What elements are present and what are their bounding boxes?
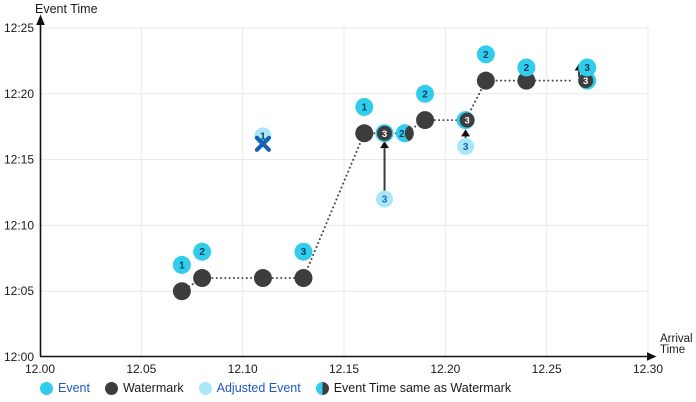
watermark-swatch-icon: [104, 381, 118, 395]
legend-item-adjusted-event: Adjusted Event: [198, 381, 301, 395]
same-time-watermark-part: [404, 124, 414, 143]
event-marker: [517, 58, 536, 77]
watermark-line: [180, 79, 572, 293]
legend-label: Event Time same as Watermark: [333, 381, 512, 395]
x-tick-label: 12.25: [532, 362, 562, 376]
x-tick-label: 12.15: [329, 362, 359, 376]
marker-number: 2: [422, 89, 428, 100]
x-tick-label: 12.05: [126, 362, 156, 376]
adjustment-arrow-icon: [380, 141, 390, 149]
marker-number: 1: [361, 102, 367, 113]
x-tick-label: 12.30: [633, 362, 663, 376]
event-marker: [476, 45, 495, 64]
y-tick-label: 12:25: [4, 21, 34, 35]
y-tick-label: 12:15: [4, 153, 34, 167]
y-tick-label: 12:05: [4, 284, 34, 298]
legend-label: Watermark: [122, 381, 184, 395]
y-tick-label: 12:10: [4, 218, 34, 232]
legend-label: Event: [58, 381, 90, 395]
same-time-watermark-part: [459, 112, 475, 128]
marker-number: 3: [301, 247, 307, 258]
legend-item-watermark: Watermark: [104, 381, 184, 395]
watermark-marker: [416, 111, 435, 130]
marker-number: 3: [463, 142, 469, 153]
event-marker: [172, 255, 191, 274]
watermark-marker: [193, 269, 212, 288]
x-tick-label: 12.10: [228, 362, 258, 376]
marker-number: 1: [260, 131, 266, 142]
marker-number: 3: [583, 76, 588, 87]
event-marker: [578, 58, 597, 77]
watermark-marker: [517, 71, 536, 90]
watermark-marker: [253, 269, 272, 288]
marker-number: 2: [199, 247, 205, 258]
watermark-marker: [172, 282, 191, 301]
event-marker: [193, 242, 212, 261]
legend: Event Watermark Adjusted Event Event Time s…: [40, 381, 511, 395]
y-axis-arrow-icon: [36, 14, 45, 25]
event-time-same-as-watermark-swatch-icon: [315, 381, 329, 395]
x-axis-arrow-icon: [647, 352, 657, 361]
x-tick-label: 12.00: [25, 362, 55, 376]
watermark-marker: [355, 124, 374, 143]
event-marker: [294, 242, 313, 261]
adjusted-event-swatch-icon: [198, 381, 212, 395]
marker-number: 3: [382, 129, 387, 140]
y-tick-label: 12:20: [4, 87, 34, 101]
marker-number: 2: [524, 63, 530, 74]
same-time-watermark-part: [377, 125, 393, 141]
event-marker: [416, 84, 435, 103]
watermark-marker: [476, 71, 495, 90]
x-axis-title-line2: Time: [660, 344, 686, 356]
y-tick-label: 12:00: [4, 350, 34, 364]
adjustment-arrow-icon: [461, 129, 471, 137]
legend-item-event-time-same-as-watermark: Event Time same as Watermark: [315, 381, 512, 395]
x-tick-label: 12.20: [430, 362, 460, 376]
marker-number: 2: [399, 129, 405, 140]
event-swatch-icon: [40, 381, 53, 395]
adjusted-event-marker: [457, 137, 475, 155]
dropped-x-icon: [254, 135, 272, 152]
legend-label: Adjusted Event: [216, 381, 301, 395]
marker-number: 3: [584, 63, 590, 74]
marker-number: 3: [464, 116, 469, 127]
x-axis-title-line1: Arrival: [660, 333, 693, 345]
marker-number: 3: [382, 195, 388, 206]
y-axis-title: Event Time: [35, 2, 98, 16]
same-time-watermark-part: [578, 73, 594, 89]
marker-number: 1: [179, 260, 185, 271]
legend-item-event: Event: [40, 381, 90, 395]
event-marker: [355, 97, 374, 116]
watermark-marker: [294, 269, 313, 288]
marker-number: 2: [483, 50, 489, 61]
x-axis-title: Arrival Time: [660, 333, 693, 356]
adjusted-event-marker: [376, 190, 394, 208]
